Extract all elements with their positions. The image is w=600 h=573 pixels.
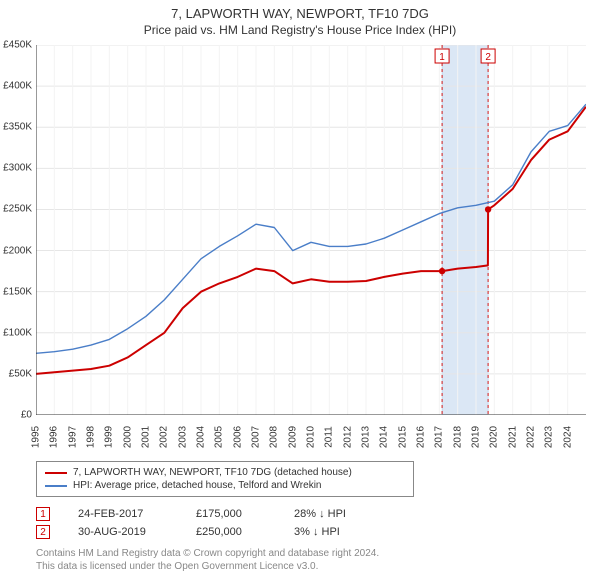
marker-delta: 3% ↓ HPI — [294, 526, 340, 538]
x-tick-label: 2007 — [251, 426, 262, 448]
x-tick-label: 2004 — [196, 426, 207, 448]
x-tick-label: 2021 — [507, 426, 518, 448]
x-tick-label: 2005 — [214, 426, 225, 448]
x-tick-label: 2018 — [452, 426, 463, 448]
x-tick-label: 2006 — [232, 426, 243, 448]
x-tick-label: 2000 — [122, 426, 133, 448]
marker-price: £175,000 — [196, 508, 266, 520]
plot-area: 12 — [36, 45, 586, 415]
x-tick-label: 1997 — [67, 426, 78, 448]
x-tick-label: 2023 — [544, 426, 555, 448]
x-tick-label: 1995 — [31, 426, 42, 448]
x-tick-label: 2010 — [306, 426, 317, 448]
x-tick-label: 2019 — [471, 426, 482, 448]
y-tick-label: £150K — [3, 286, 32, 297]
marker-row: 1 24-FEB-2017 £175,000 28% ↓ HPI — [36, 505, 600, 523]
x-tick-label: 2011 — [324, 426, 335, 448]
x-tick-label: 1999 — [104, 426, 115, 448]
x-tick-label: 1996 — [49, 426, 60, 448]
marker-price: £250,000 — [196, 526, 266, 538]
y-tick-label: £400K — [3, 81, 32, 92]
x-tick-label: 2020 — [489, 426, 500, 448]
x-tick-label: 2003 — [177, 426, 188, 448]
y-tick-label: £250K — [3, 204, 32, 215]
marker-row: 2 30-AUG-2019 £250,000 3% ↓ HPI — [36, 523, 600, 541]
legend-swatch — [45, 485, 67, 487]
y-tick-label: £300K — [3, 163, 32, 174]
x-tick-label: 2014 — [379, 426, 390, 448]
x-tick-label: 2016 — [416, 426, 427, 448]
marker-box: 2 — [36, 525, 50, 539]
legend: 7, LAPWORTH WAY, NEWPORT, TF10 7DG (deta… — [36, 461, 414, 497]
svg-text:2: 2 — [485, 52, 491, 63]
y-tick-label: £200K — [3, 245, 32, 256]
legend-label: HPI: Average price, detached house, Telf… — [73, 480, 322, 491]
x-tick-label: 2009 — [287, 426, 298, 448]
marker-delta: 28% ↓ HPI — [294, 508, 346, 520]
x-tick-label: 2002 — [159, 426, 170, 448]
x-tick-label: 1998 — [86, 426, 97, 448]
svg-text:1: 1 — [439, 52, 445, 63]
marker-details: 1 24-FEB-2017 £175,000 28% ↓ HPI 2 30-AUG-201… — [36, 505, 600, 541]
x-tick-label: 2008 — [269, 426, 280, 448]
legend-label: 7, LAPWORTH WAY, NEWPORT, TF10 7DG (deta… — [73, 467, 352, 478]
chart-container: 7, LAPWORTH WAY, NEWPORT, TF10 7DG Price… — [0, 0, 600, 560]
marker-box: 1 — [36, 507, 50, 521]
y-axis-labels: £0£50K£100K£150K£200K£250K£300K£350K£400… — [0, 45, 34, 415]
marker-date: 24-FEB-2017 — [78, 508, 168, 520]
y-tick-label: £100K — [3, 327, 32, 338]
chart-wrap: £0£50K£100K£150K£200K£250K£300K£350K£400… — [36, 45, 586, 415]
x-tick-label: 2022 — [526, 426, 537, 448]
y-tick-label: £0 — [21, 410, 32, 421]
title-block: 7, LAPWORTH WAY, NEWPORT, TF10 7DG Price… — [0, 0, 600, 37]
x-tick-label: 2015 — [397, 426, 408, 448]
x-tick-label: 2001 — [141, 426, 152, 448]
legend-row: 7, LAPWORTH WAY, NEWPORT, TF10 7DG (deta… — [45, 466, 405, 479]
y-tick-label: £450K — [3, 40, 32, 51]
attribution: Contains HM Land Registry data © Crown c… — [36, 547, 600, 573]
x-tick-label: 2024 — [562, 426, 573, 448]
chart-subtitle: Price paid vs. HM Land Registry's House … — [0, 23, 600, 37]
legend-row: HPI: Average price, detached house, Telf… — [45, 479, 405, 492]
legend-swatch — [45, 472, 67, 474]
x-tick-label: 2013 — [361, 426, 372, 448]
x-axis-labels: 1995199619971998199920002001200220032004… — [36, 419, 586, 461]
attribution-line2: This data is licensed under the Open Gov… — [36, 560, 600, 573]
chart-title: 7, LAPWORTH WAY, NEWPORT, TF10 7DG — [0, 6, 600, 21]
y-tick-label: £350K — [3, 122, 32, 133]
marker-date: 30-AUG-2019 — [78, 526, 168, 538]
x-tick-label: 2017 — [434, 426, 445, 448]
y-tick-label: £50K — [9, 368, 32, 379]
attribution-line1: Contains HM Land Registry data © Crown c… — [36, 547, 600, 560]
x-tick-label: 2012 — [342, 426, 353, 448]
